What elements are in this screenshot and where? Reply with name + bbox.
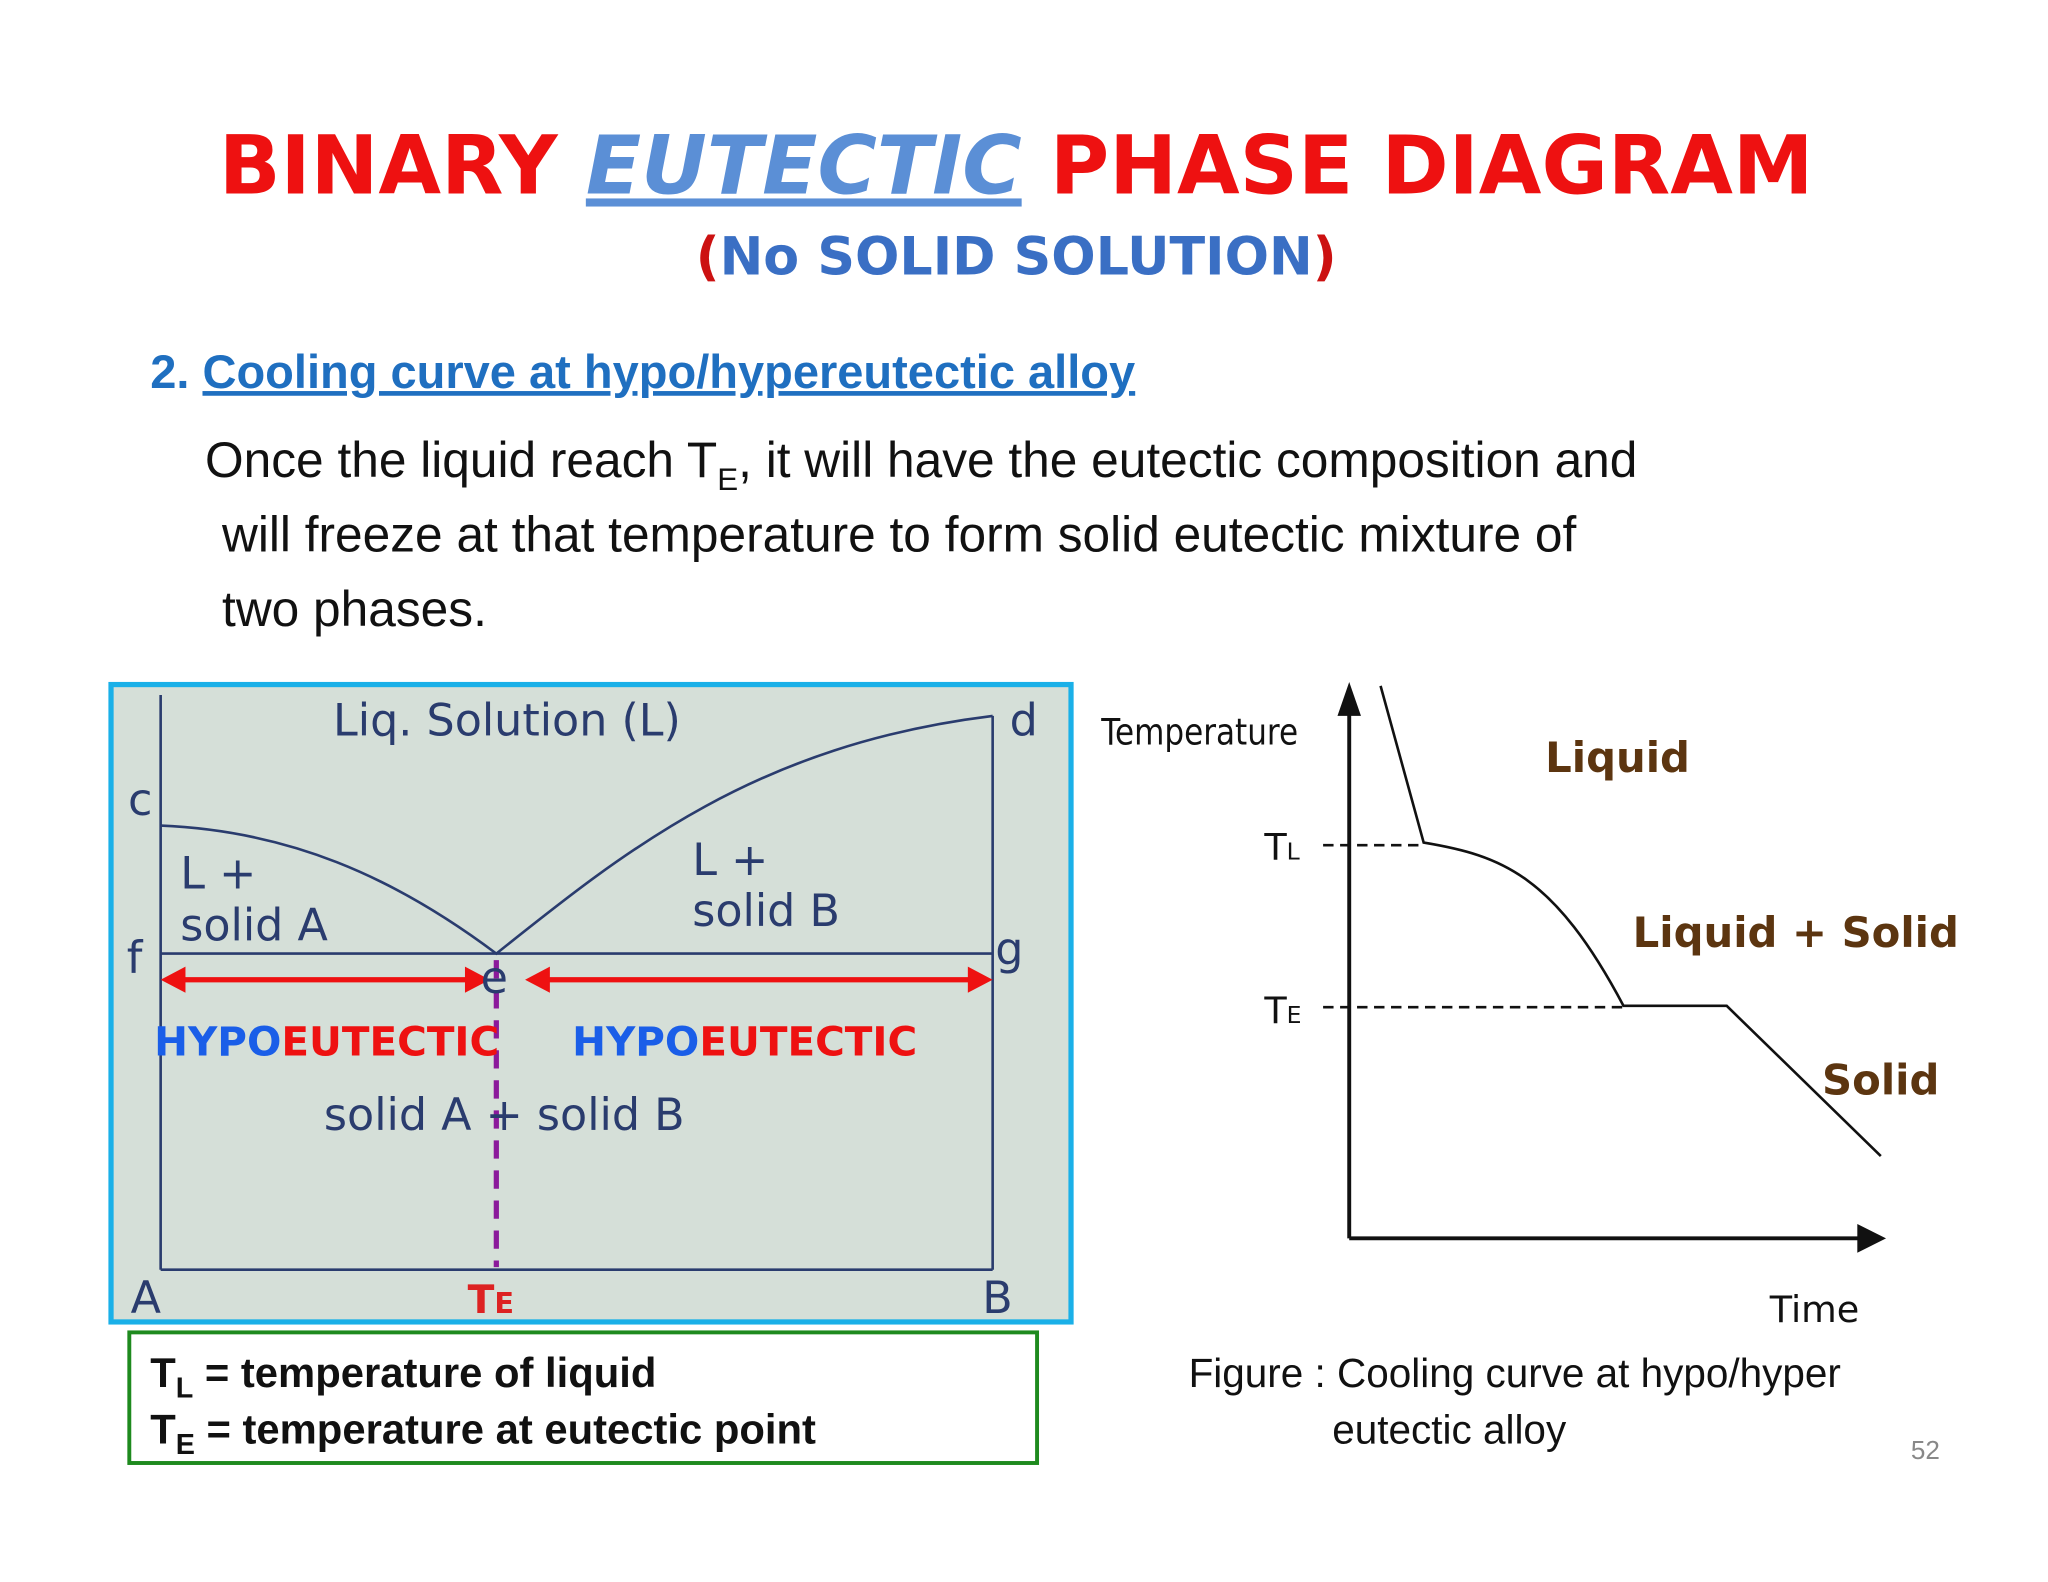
paragraph-line: two phases. — [222, 581, 487, 637]
subtitle-text: No SOLID SOLUTION — [720, 227, 1313, 287]
phase-labels: Liquid Liquid + Solid Solid — [1545, 733, 1959, 1105]
heading-number: 2. — [150, 345, 189, 398]
point-label: c — [128, 775, 152, 826]
legend-line: TL = temperature of liquid — [150, 1349, 656, 1404]
phase-label: Liquid + Solid — [1633, 908, 1959, 957]
main: T — [468, 1278, 495, 1323]
caption: eutectic alloy — [1332, 1406, 1567, 1452]
paren: ) — [1313, 227, 1337, 287]
subscript: E — [717, 462, 738, 497]
paren: ( — [696, 227, 720, 287]
point-label: B — [982, 1273, 1012, 1324]
text: , it will have the eutectic composition … — [738, 432, 1637, 488]
axis-labels: Temperature Time TL TE — [1100, 712, 1859, 1331]
main: T — [150, 1349, 176, 1396]
heading-text: Cooling curve at hypo/hypereutectic allo… — [202, 345, 1135, 398]
point-label: f — [127, 933, 144, 984]
phase-label: Liquid — [1545, 733, 1690, 782]
legend-box — [127, 1330, 1040, 1465]
text: Once the liquid reach T — [205, 432, 717, 488]
main: T — [1263, 989, 1287, 1032]
phase-label: Solid — [1822, 1056, 1939, 1105]
phase-diagram: Liq. Solution (L) c d f g e A B L + soli… — [108, 681, 1074, 1325]
heading: 2. Cooling curve at hypo/hypereutectic a… — [150, 345, 1135, 398]
text: = temperature at eutectic point — [195, 1405, 816, 1452]
subscript: E — [1287, 1001, 1302, 1029]
label-suffix: EUTECTIC — [699, 1017, 917, 1065]
point-label: g — [995, 924, 1023, 975]
caption: Figure : Cooling curve at hypo/hyper — [1189, 1350, 1841, 1396]
region-label: solid A + solid B — [324, 1090, 685, 1141]
title-part: PHASE DIAGRAM — [1050, 119, 1814, 213]
diagram-labels: Liq. Solution (L) c d f g e A B L + soli… — [127, 695, 1038, 1323]
text: = temperature of liquid — [193, 1349, 656, 1396]
page-number: 52 — [1911, 1435, 1940, 1465]
te-label: TE — [1263, 989, 1301, 1032]
tl-label: TL — [1263, 826, 1299, 869]
main: T — [150, 1405, 176, 1452]
label-prefix: HYPO — [572, 1017, 699, 1065]
curve — [1379, 685, 1882, 1157]
region-label: Liq. Solution (L) — [333, 695, 681, 746]
label-prefix: HYPO — [154, 1017, 281, 1065]
title: BINARY EUTECTIC PHASE DIAGRAM — [219, 119, 1814, 213]
point-label: e — [481, 953, 508, 1004]
main: T — [1263, 826, 1287, 869]
title-part: EUTECTIC — [586, 119, 1022, 213]
point-label: d — [1010, 695, 1038, 746]
region-label: L + — [692, 835, 768, 886]
region-label: L + — [180, 848, 256, 899]
cooling-curve: Temperature Time TL TE Liquid Liquid + S… — [1100, 681, 1959, 1331]
arrows — [160, 966, 993, 993]
diagram-frame — [108, 681, 1074, 1325]
axes — [159, 694, 994, 1271]
label-suffix: EUTECTIC — [281, 1017, 499, 1065]
y-axis-label: Temperature — [1100, 712, 1298, 754]
x-axis-label: Time — [1769, 1288, 1859, 1331]
te-label: TE — [468, 1278, 514, 1323]
axes — [1337, 681, 1887, 1253]
subscript: L — [176, 1373, 194, 1405]
subscript: E — [176, 1429, 195, 1461]
hypo-label: HYPOEUTECTIC — [572, 1017, 917, 1065]
paragraph-line: will freeze at that temperature to form … — [221, 506, 1576, 562]
region-label: solid A — [180, 901, 328, 952]
hypo-label: HYPOEUTECTIC — [154, 1017, 499, 1065]
subscript: E — [494, 1286, 514, 1320]
paragraph-line: Once the liquid reach TE, it will have t… — [205, 432, 1637, 497]
region-label: solid B — [692, 886, 840, 937]
subscript: L — [1287, 838, 1300, 866]
point-label: A — [131, 1273, 161, 1324]
subtitle: (No SOLID SOLUTION) — [696, 227, 1337, 287]
title-part: BINARY — [219, 119, 559, 213]
legend-line: TE = temperature at eutectic point — [150, 1405, 816, 1460]
